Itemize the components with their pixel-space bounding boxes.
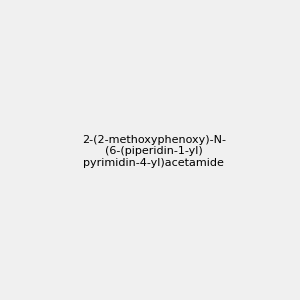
Text: 2-(2-methoxyphenoxy)-N-
(6-(piperidin-1-yl)
pyrimidin-4-yl)acetamide: 2-(2-methoxyphenoxy)-N- (6-(piperidin-1-…	[82, 135, 226, 168]
